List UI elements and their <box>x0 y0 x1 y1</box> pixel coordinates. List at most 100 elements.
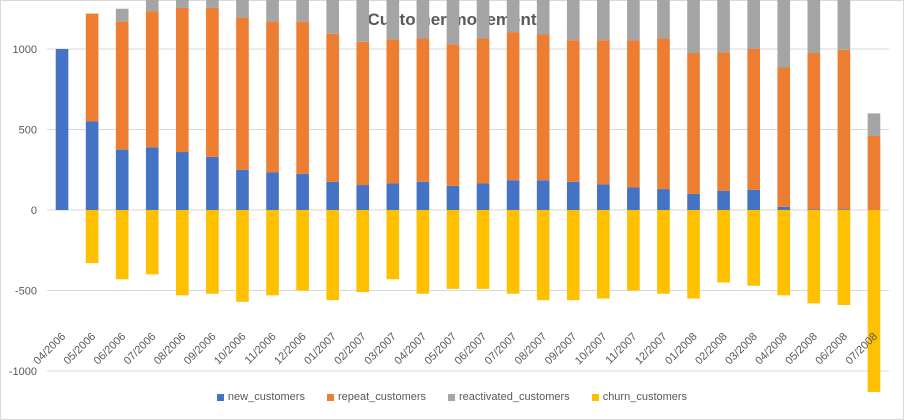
bar-churn-customers <box>777 210 791 296</box>
bar-reactivated-customers <box>566 0 580 41</box>
bar-reactivated-customers <box>176 0 189 8</box>
bar-reactivated-customers <box>747 0 760 49</box>
x-tick-label: 02/2007 <box>332 331 369 368</box>
bar-churn-customers <box>627 210 640 291</box>
legend-item-churn-customers: churn_customers <box>591 391 688 403</box>
x-tick-label: 06/2007 <box>453 331 490 368</box>
bar-churn-customers <box>657 210 670 294</box>
y-tick-label: 500 <box>19 125 37 137</box>
bar-reactivated-customers <box>296 0 309 22</box>
x-tick-label: 04/2006 <box>32 331 69 368</box>
legend-swatch <box>448 393 456 401</box>
bar-reactivated-customers <box>657 0 670 39</box>
bar-repeat-customers <box>266 21 279 173</box>
bar-repeat-customers <box>717 52 730 191</box>
legend: new_customers repeat_customers reactivat… <box>0 391 904 403</box>
bar-reactivated-customers <box>236 0 249 18</box>
bar-repeat-customers <box>206 7 219 157</box>
bar-churn-customers <box>386 210 400 280</box>
bar-churn-customers <box>326 210 339 301</box>
bar-new-customers <box>85 121 99 210</box>
bar-repeat-customers <box>115 21 129 150</box>
bar-churn-customers <box>266 210 279 296</box>
bar-reactivated-customers <box>115 8 129 22</box>
x-tick-label: 01/2007 <box>302 331 339 368</box>
bar-churn-customers <box>176 210 189 296</box>
y-tick-label: -1000 <box>9 366 37 378</box>
x-tick-label: 09/2006 <box>182 331 219 368</box>
bar-reactivated-customers <box>536 0 550 35</box>
bar-new-customers <box>536 180 550 210</box>
x-tick-label: 08/2006 <box>152 331 189 368</box>
bar-repeat-customers <box>85 13 99 122</box>
bar-repeat-customers <box>627 40 640 188</box>
x-tick-label: 09/2007 <box>543 331 580 368</box>
bar-reactivated-customers <box>266 0 279 22</box>
bar-reactivated-customers <box>837 0 851 50</box>
bar-new-customers <box>837 209 851 210</box>
bar-new-customers <box>717 190 730 210</box>
bar-reactivated-customers <box>206 0 219 8</box>
bar-new-customers <box>416 181 430 210</box>
bar-repeat-customers <box>747 49 760 190</box>
legend-swatch <box>326 393 334 401</box>
bar-new-customers <box>266 172 279 210</box>
bar-new-customers <box>777 206 791 210</box>
legend-item-repeat-customers: repeat_customers <box>326 391 426 403</box>
bar-repeat-customers <box>867 135 881 210</box>
bar-churn-customers <box>837 210 851 305</box>
bar-new-customers <box>236 169 249 210</box>
bar-repeat-customers <box>236 17 249 170</box>
bar-repeat-customers <box>777 67 791 207</box>
bar-reactivated-customers <box>777 0 791 68</box>
bar-new-customers <box>627 187 640 210</box>
bar-reactivated-customers <box>326 0 339 34</box>
bar-new-customers <box>326 181 339 210</box>
bar-new-customers <box>506 180 520 210</box>
y-tick-label: -500 <box>15 286 37 298</box>
bar-new-customers <box>687 193 700 210</box>
bar-churn-customers <box>145 210 159 275</box>
bar-churn-customers <box>296 210 309 291</box>
x-tick-label: 04/2007 <box>392 331 429 368</box>
bar-repeat-customers <box>416 38 430 182</box>
bar-reactivated-customers <box>356 0 370 42</box>
bar-repeat-customers <box>145 11 159 148</box>
bar-repeat-customers <box>296 21 309 174</box>
bar-reactivated-customers <box>717 0 730 53</box>
bar-churn-customers <box>85 210 99 264</box>
bar-churn-customers <box>747 210 760 286</box>
bar-repeat-customers <box>807 53 821 210</box>
bar-new-customers <box>356 185 370 210</box>
bar-churn-customers <box>236 210 249 302</box>
x-tick-label: 07/2006 <box>122 331 159 368</box>
bar-reactivated-customers <box>386 0 400 40</box>
bar-new-customers <box>55 49 69 210</box>
bar-repeat-customers <box>446 44 460 186</box>
x-tick-label: 05/2007 <box>422 331 459 368</box>
x-tick-label: 10/2007 <box>573 331 610 368</box>
bar-repeat-customers <box>597 40 610 185</box>
bar-repeat-customers <box>386 39 400 184</box>
bar-reactivated-customers <box>687 0 700 54</box>
bar-churn-customers <box>717 210 730 283</box>
bar-churn-customers <box>206 210 219 294</box>
bar-new-customers <box>807 209 821 210</box>
legend-label: reactivated_customers <box>459 391 570 403</box>
bar-new-customers <box>296 173 309 210</box>
x-tick-label: 05/2008 <box>783 331 820 368</box>
bar-new-customers <box>476 183 490 210</box>
legend-label: churn_customers <box>602 391 688 403</box>
bar-reactivated-customers <box>597 0 610 41</box>
x-tick-label: 01/2008 <box>663 331 700 368</box>
bar-reactivated-customers <box>416 0 430 39</box>
bar-reactivated-customers <box>807 0 821 54</box>
bar-churn-customers <box>115 210 129 280</box>
bar-repeat-customers <box>566 40 580 182</box>
x-tick-label: 06/2006 <box>92 331 129 368</box>
x-tick-label: 12/2006 <box>272 331 309 368</box>
bar-churn-customers <box>687 210 700 299</box>
bar-reactivated-customers <box>627 0 640 41</box>
bar-new-customers <box>386 183 400 210</box>
